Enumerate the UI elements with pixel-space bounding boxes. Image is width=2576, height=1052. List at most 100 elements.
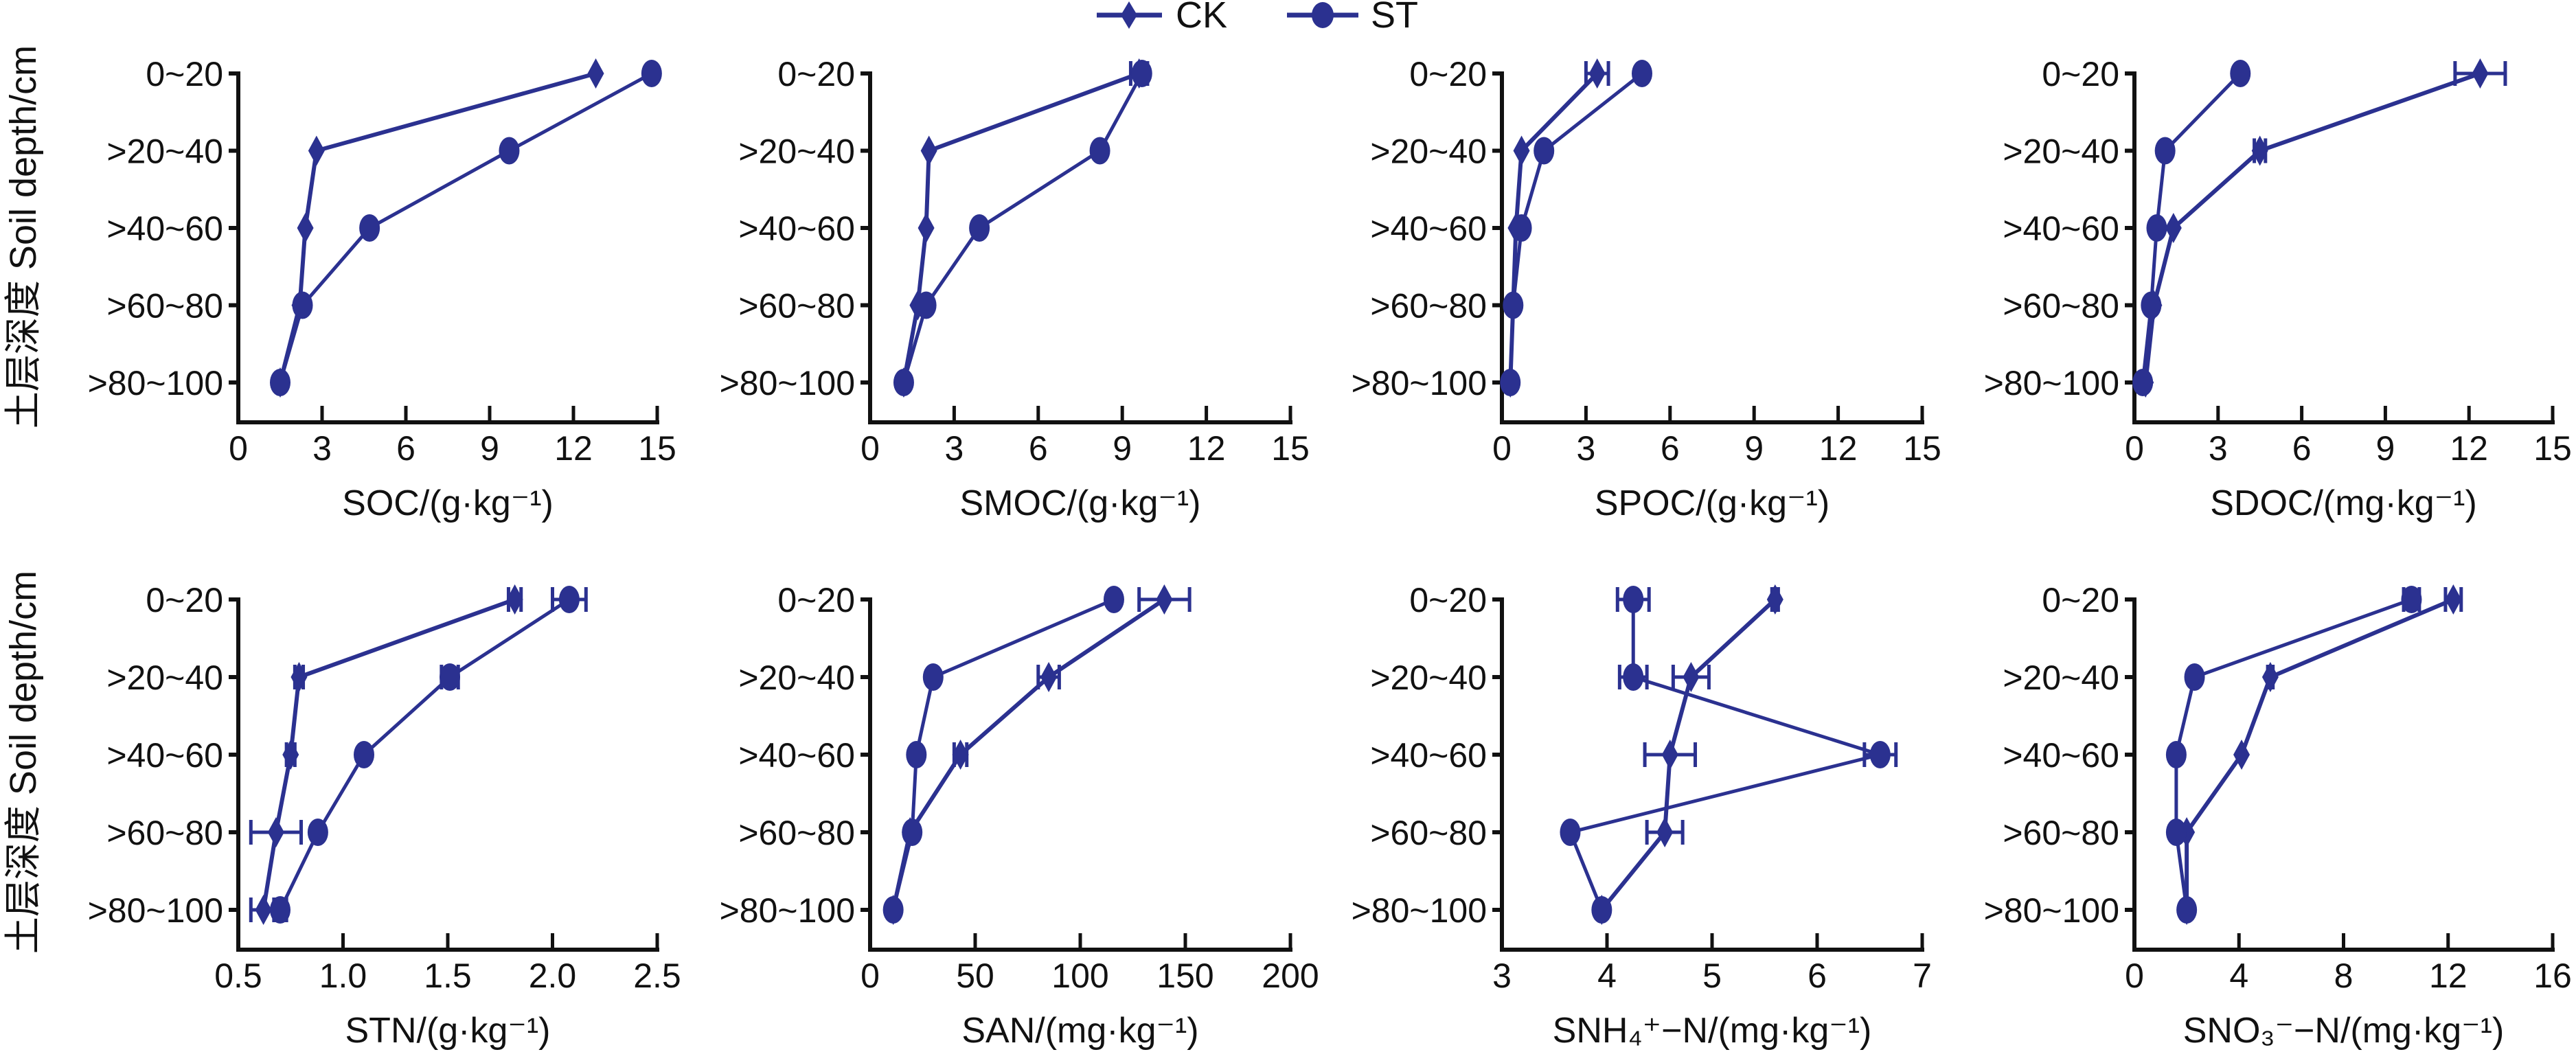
- data-point-circle: [902, 819, 923, 846]
- data-point-diamond: [308, 135, 325, 166]
- x-tick-label: 6: [1661, 429, 1680, 468]
- x-tick-label: 3: [312, 429, 332, 468]
- y-axis-label-row1: 土层深度 Soil depth/cm: [3, 45, 44, 428]
- y-tick-label: >40~60: [738, 736, 855, 775]
- series-ck: [895, 58, 1150, 398]
- x-tick-label: 9: [2375, 429, 2395, 468]
- y-tick-label: >80~100: [1352, 891, 1487, 930]
- x-tick-label: 50: [956, 957, 994, 995]
- data-point-circle: [1632, 60, 1652, 87]
- data-point-diamond: [952, 740, 969, 770]
- x-tick-label: 15: [2533, 429, 2572, 468]
- x-tick-label: 12: [1187, 429, 1226, 468]
- series-ck: [1593, 584, 1783, 925]
- series-st: [893, 60, 1152, 396]
- series-line-ck: [278, 71, 597, 383]
- data-point-circle: [499, 137, 520, 165]
- data-point-circle: [2132, 369, 2154, 396]
- data-point-diamond: [282, 740, 299, 770]
- data-point-diamond: [1513, 135, 1530, 166]
- data-point-circle: [1534, 137, 1555, 165]
- x-axis-label: SAN/(mg·kg⁻¹): [961, 1011, 1198, 1051]
- x-axis-label: SPOC/(g·kg⁻¹): [1595, 483, 1830, 523]
- data-point-diamond: [2445, 584, 2462, 615]
- y-tick-label: >40~60: [738, 209, 855, 248]
- y-tick-label: >60~80: [106, 814, 223, 852]
- y-tick-label: >20~40: [2003, 133, 2119, 171]
- data-point-diamond: [290, 662, 308, 692]
- y-tick-label: >80~100: [1352, 364, 1487, 402]
- data-point-circle: [1511, 214, 1532, 242]
- x-tick-label: 6: [1808, 957, 1827, 995]
- data-point-circle: [893, 369, 914, 396]
- data-point-diamond: [2165, 213, 2182, 243]
- data-point-circle: [2154, 137, 2176, 165]
- y-tick-label: >20~40: [1370, 659, 1487, 697]
- data-point-circle: [359, 214, 380, 242]
- y-tick-label: >80~100: [1984, 364, 2119, 402]
- y-tick-label: >40~60: [2003, 736, 2119, 775]
- legend-st-label: ST: [1371, 0, 1418, 36]
- x-tick-label: 9: [480, 429, 499, 468]
- data-point-circle: [2165, 819, 2187, 846]
- series-line-st: [278, 597, 571, 911]
- x-tick-label: 15: [638, 429, 676, 468]
- data-point-circle: [270, 369, 290, 396]
- x-tick-label: 2.5: [633, 957, 681, 995]
- y-tick-label: >40~60: [1370, 736, 1487, 775]
- y-tick-label: >60~80: [2003, 814, 2119, 852]
- data-point-circle: [2401, 586, 2422, 613]
- x-tick-label: 12: [1819, 429, 1858, 468]
- x-tick-label: 12: [2429, 957, 2467, 995]
- y-tick-label: >80~100: [1984, 891, 2119, 930]
- x-tick-label: 0: [860, 957, 880, 995]
- data-point-diamond: [2261, 662, 2279, 692]
- x-tick-label: 1.0: [319, 957, 367, 995]
- data-point-diamond: [2472, 58, 2489, 89]
- data-point-circle: [2184, 663, 2205, 691]
- series-line-st: [278, 71, 653, 383]
- data-point-circle: [882, 896, 904, 924]
- data-point-circle: [2230, 60, 2251, 87]
- data-point-diamond: [267, 817, 284, 847]
- data-point-circle: [641, 60, 662, 87]
- y-tick-label: 0~20: [2042, 55, 2119, 93]
- x-tick-label: 16: [2533, 957, 2572, 995]
- x-axis-label: SOC/(g·kg⁻¹): [342, 483, 554, 523]
- y-tick-label: >80~100: [88, 891, 223, 930]
- data-point-diamond: [297, 213, 314, 243]
- y-tick-label: >60~80: [106, 287, 223, 325]
- data-point-circle: [1500, 369, 1521, 396]
- y-tick-label: >60~80: [738, 287, 855, 325]
- y-tick-label: >60~80: [2003, 287, 2119, 325]
- series-ck: [272, 58, 604, 398]
- x-tick-label: 4: [1597, 957, 1617, 995]
- series-ck: [2137, 58, 2507, 398]
- x-tick-label: 12: [2450, 429, 2488, 468]
- data-point-diamond: [1156, 584, 1173, 615]
- data-point-circle: [906, 741, 927, 768]
- y-tick-label: >80~100: [720, 364, 855, 402]
- y-axis-label-row2: 土层深度 Soil depth/cm: [3, 571, 44, 954]
- data-point-diamond: [506, 584, 523, 615]
- y-tick-label: 0~20: [1409, 55, 1487, 93]
- data-point-circle: [2141, 291, 2162, 319]
- legend: CK ST: [1097, 0, 1418, 36]
- y-tick-label: 0~20: [1409, 581, 1487, 619]
- y-tick-label: 0~20: [777, 581, 855, 619]
- data-point-diamond: [1588, 58, 1606, 89]
- series-line-st: [902, 72, 1143, 383]
- data-point-circle: [354, 741, 374, 768]
- x-tick-label: 0.5: [214, 957, 262, 995]
- series-ck: [2178, 584, 2463, 925]
- data-point-diamond: [1683, 662, 1700, 692]
- x-axis-label: SNH₄⁺−N/(mg·kg⁻¹): [1553, 1011, 1872, 1051]
- series-st: [1500, 60, 1652, 396]
- x-tick-label: 100: [1051, 957, 1108, 995]
- x-tick-label: 200: [1262, 957, 1319, 995]
- x-tick-label: 5: [1702, 957, 1722, 995]
